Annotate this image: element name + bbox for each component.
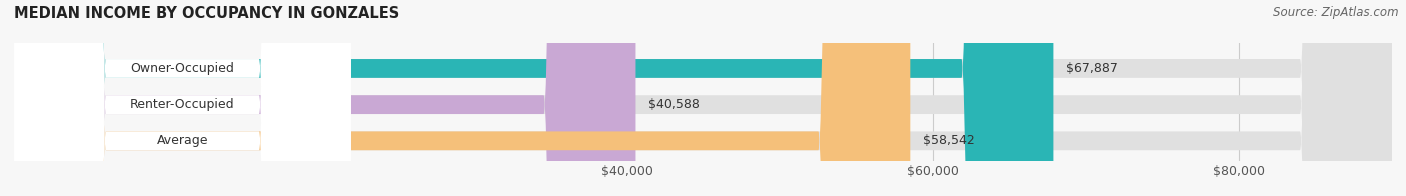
FancyBboxPatch shape xyxy=(14,0,1392,196)
Text: $40,588: $40,588 xyxy=(648,98,700,111)
FancyBboxPatch shape xyxy=(14,0,1053,196)
FancyBboxPatch shape xyxy=(14,0,910,196)
FancyBboxPatch shape xyxy=(14,0,1392,196)
FancyBboxPatch shape xyxy=(14,0,352,196)
FancyBboxPatch shape xyxy=(14,0,636,196)
Text: Source: ZipAtlas.com: Source: ZipAtlas.com xyxy=(1274,6,1399,19)
Text: Owner-Occupied: Owner-Occupied xyxy=(131,62,235,75)
FancyBboxPatch shape xyxy=(14,0,352,196)
Text: Renter-Occupied: Renter-Occupied xyxy=(131,98,235,111)
Text: $58,542: $58,542 xyxy=(922,134,974,147)
FancyBboxPatch shape xyxy=(14,0,1392,196)
Text: Average: Average xyxy=(156,134,208,147)
FancyBboxPatch shape xyxy=(14,0,352,196)
Text: $67,887: $67,887 xyxy=(1066,62,1118,75)
Text: MEDIAN INCOME BY OCCUPANCY IN GONZALES: MEDIAN INCOME BY OCCUPANCY IN GONZALES xyxy=(14,6,399,21)
